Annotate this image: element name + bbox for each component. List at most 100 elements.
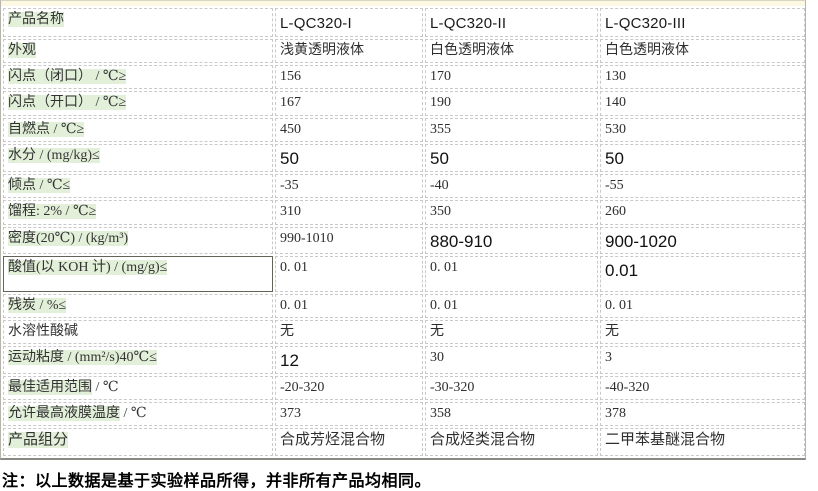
table-row: 馏程: 2% / ℃≥ 310 350 260 [3, 200, 805, 225]
spec-value-cell: 358 [425, 401, 598, 427]
spec-value-cell: 合成烃类混合物 [425, 428, 598, 457]
spec-label-cell: 密度(20℃) / (kg/m³) [3, 226, 273, 254]
spec-label-cell: 自燃点 / ℃≥ [3, 117, 273, 142]
table-row: 密度(20℃) / (kg/m³) 990-1010 880-910 900-1020 [3, 226, 805, 254]
spec-label-highlight: 残炭 / %≤ [8, 297, 67, 313]
spec-label-cell: 残炭 / %≤ [3, 293, 273, 319]
spec-value-cell: 530 [600, 117, 805, 142]
spec-value-cell: 190 [425, 91, 598, 116]
spec-value-cell: 0. 01 [275, 293, 423, 319]
spec-label-highlight: 外观 [8, 42, 36, 58]
spec-value-cell: 260 [600, 200, 805, 225]
spec-value-cell: 900-1020 [600, 226, 805, 254]
spec-label-cell: 水分 / (mg/kg)≤ [3, 143, 273, 172]
table-row: 水分 / (mg/kg)≤ 50 50 50 [3, 143, 805, 172]
spec-value-cell: 0. 01 [600, 293, 805, 319]
spec-label-highlight: 酸值(以 KOH 计) / (mg/g)≤ [8, 259, 168, 275]
spec-label-cell: 运动粘度 / (mm²/s)40℃≤ [3, 346, 273, 374]
spec-label-cell: 闪点（闭口） / ℃≥ [3, 65, 273, 90]
spec-label-cell: 水溶性酸碱 [3, 320, 273, 345]
spec-value-cell: -30-320 [425, 375, 598, 400]
table-row: 运动粘度 / (mm²/s)40℃≤ 12 30 3 [3, 346, 805, 374]
spec-value-cell: -40-320 [600, 375, 805, 400]
spec-value-cell: 378 [600, 401, 805, 427]
spec-value-cell: 12 [275, 346, 423, 374]
table-row: 闪点（开口） / ℃≥ 167 190 140 [3, 91, 805, 116]
spec-value-cell: 140 [600, 91, 805, 116]
spec-value-cell: 0.01 [600, 255, 805, 292]
spec-label-highlight: 允许最高液膜温度 [8, 405, 120, 421]
product-column-header-1: L-QC320-I [275, 8, 423, 37]
spec-label-highlight: 水分 / (mg/kg)≤ [8, 147, 100, 163]
table-row: 最佳适用范围 / ℃ -20-320 -30-320 -40-320 [3, 375, 805, 400]
spec-value-cell: -40 [425, 173, 598, 199]
spec-value-cell: 450 [275, 117, 423, 142]
product-spec-table: 产品名称 L-QC320-I L-QC320-II L-QC320-III 外观… [1, 6, 807, 458]
spec-label-highlight: 闪点（开口） / ℃≥ [8, 95, 127, 111]
spec-value-cell: 白色透明液体 [425, 38, 598, 64]
product-column-header-2: L-QC320-II [425, 8, 598, 37]
spec-label-plain: 水溶性酸碱 [8, 324, 78, 340]
spec-value-cell: 130 [600, 65, 805, 90]
spec-value-cell: 合成芳烃混合物 [275, 428, 423, 457]
header-row: 产品名称 L-QC320-I L-QC320-II L-QC320-III [3, 8, 805, 37]
table-top-strip [1, 1, 805, 6]
spec-value-cell: 0. 01 [275, 255, 423, 292]
spec-label-plain: / ℃ [120, 405, 147, 421]
spec-label-cell: 闪点（开口） / ℃≥ [3, 91, 273, 116]
spec-value-cell: 373 [275, 401, 423, 427]
spec-value-cell: 355 [425, 117, 598, 142]
spec-label-cell: 产品组分 [3, 428, 273, 457]
spec-label-cell: 外观 [3, 38, 273, 64]
spec-value-cell: 3 [600, 346, 805, 374]
spec-value-cell: 浅黄透明液体 [275, 38, 423, 64]
spec-value-cell: 无 [425, 320, 598, 345]
table-row: 倾点 / ℃≤ -35 -40 -55 [3, 173, 805, 199]
table-row: 允许最高液膜温度 / ℃ 373 358 378 [3, 401, 805, 427]
spec-value-cell: 白色透明液体 [600, 38, 805, 64]
table-row: 酸值(以 KOH 计) / (mg/g)≤ 0. 01 0. 01 0.01 [3, 255, 805, 292]
spec-label-cell: 馏程: 2% / ℃≥ [3, 200, 273, 225]
table-row: 水溶性酸碱无无无 [3, 320, 805, 345]
spec-label-cell: 允许最高液膜温度 / ℃ [3, 401, 273, 427]
spec-value-cell: 30 [425, 346, 598, 374]
spec-value-cell: 310 [275, 200, 423, 225]
spec-value-cell: -35 [275, 173, 423, 199]
spec-value-cell: 50 [425, 143, 598, 172]
spec-label-highlight: 密度(20℃) / (kg/m³) [8, 230, 129, 246]
spec-value-cell: 880-910 [425, 226, 598, 254]
spec-value-cell: -20-320 [275, 375, 423, 400]
table-row: 产品组分 合成芳烃混合物 合成烃类混合物 二甲苯基醚混合物 [3, 428, 805, 457]
corner-label-cell: 产品名称 [3, 8, 273, 37]
spec-label-cell: 最佳适用范围 / ℃ [3, 375, 273, 400]
table-row: 闪点（闭口） / ℃≥ 156 170 130 [3, 65, 805, 90]
table-row: 外观 浅黄透明液体 白色透明液体 白色透明液体 [3, 38, 805, 64]
footnote: 注：以上数据是基于实验样品所得，并非所有产品均相同。 [2, 473, 432, 491]
spec-value-cell: 990-1010 [275, 226, 423, 254]
spec-value-cell: 0. 01 [425, 293, 598, 319]
corner-label: 产品名称 [8, 12, 64, 27]
spec-value-cell: 50 [275, 143, 423, 172]
spec-label-highlight: 馏程: 2% / ℃≥ [8, 204, 97, 220]
spec-label-cell: 倾点 / ℃≤ [3, 173, 273, 199]
spec-label-cell: 酸值(以 KOH 计) / (mg/g)≤ [3, 255, 273, 292]
spec-label-plain: / ℃ [92, 379, 119, 395]
spec-value-cell: 无 [275, 320, 423, 345]
table-row: 自燃点 / ℃≥ 450 355 530 [3, 117, 805, 142]
spec-label-highlight: 自燃点 / ℃≥ [8, 121, 85, 137]
spec-value-cell: 无 [600, 320, 805, 345]
spec-value-cell: 50 [600, 143, 805, 172]
spec-value-cell: 156 [275, 65, 423, 90]
table-body: 外观 浅黄透明液体 白色透明液体 白色透明液体 闪点（闭口） / ℃≥ 156 170 130… [3, 38, 805, 457]
spec-label-highlight: 产品组分 [8, 432, 69, 449]
product-column-header-3: L-QC320-III [600, 8, 805, 37]
spec-value-cell: 170 [425, 65, 598, 90]
spec-value-cell: 0. 01 [425, 255, 598, 292]
spec-value-cell: 二甲苯基醚混合物 [600, 428, 805, 457]
spec-table-container: 产品名称 L-QC320-I L-QC320-II L-QC320-III 外观… [0, 0, 807, 461]
spec-value-cell: -55 [600, 173, 805, 199]
spec-value-cell: 350 [425, 200, 598, 225]
spec-label-highlight: 运动粘度 / (mm²/s)40℃≤ [8, 350, 157, 366]
spec-label-highlight: 最佳适用范围 [8, 379, 92, 395]
table-row: 残炭 / %≤ 0. 01 0. 01 0. 01 [3, 293, 805, 319]
